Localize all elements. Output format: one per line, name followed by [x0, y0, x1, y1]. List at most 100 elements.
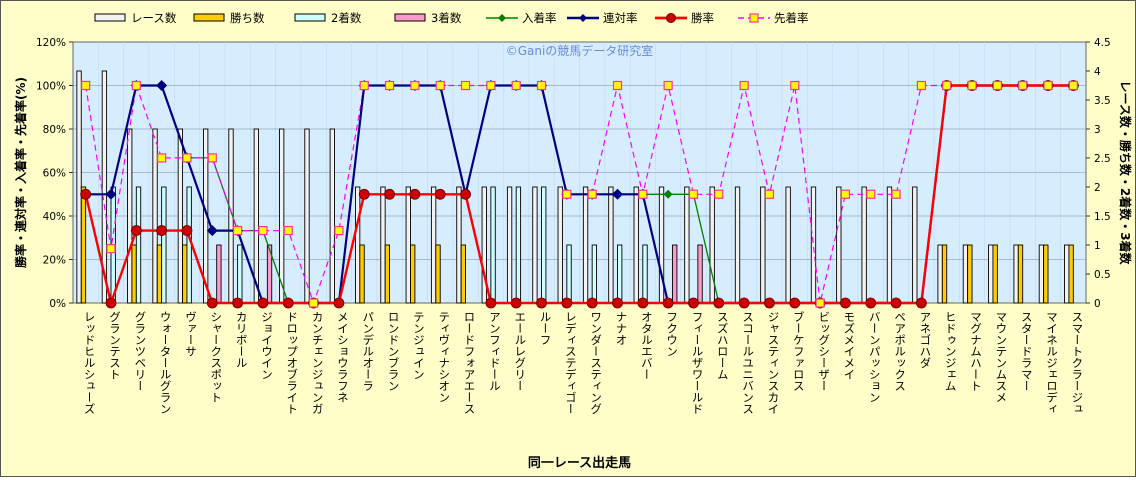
point-rentai_rate	[105, 188, 117, 200]
left-tick-label: 80%	[43, 124, 66, 136]
bar-races	[633, 186, 639, 304]
point-senchaku_rate	[992, 80, 1002, 91]
point-senchaku_rate	[714, 189, 724, 199]
bar-races	[1038, 244, 1045, 304]
bar-wins	[410, 244, 416, 304]
x-tick-label: アネゴハダ	[918, 311, 932, 369]
x-tick-label: メイショウラフネ	[336, 311, 350, 403]
x-tick-label: ドロップオブライト	[285, 311, 299, 415]
bar-races	[329, 128, 335, 304]
x-tick-label: ロードフォアエース	[463, 311, 477, 415]
point-win_rate	[333, 297, 345, 309]
point-win_rate	[586, 297, 598, 309]
x-tick-label: マイネルジェロディ	[1045, 311, 1059, 415]
bar-wins	[941, 244, 948, 304]
bar-second	[161, 186, 167, 304]
point-win_rate	[840, 297, 851, 309]
x-tick-label: グランツベリー	[133, 311, 147, 392]
bar-races	[506, 186, 513, 304]
point-senchaku_rate	[790, 80, 800, 91]
right-tick-label: 0.5	[1094, 269, 1111, 281]
point-rentai_rate	[206, 225, 218, 237]
legend-marker-win_rate	[666, 13, 676, 23]
bar-races	[861, 186, 867, 304]
bar-races	[608, 186, 614, 304]
right-tick-label: 4.5	[1094, 37, 1111, 49]
right-tick-label: 0	[1094, 298, 1101, 310]
bar-second	[490, 186, 496, 304]
x-tick-label: カンチェンジュンガ	[311, 311, 325, 415]
point-senchaku_rate	[384, 80, 395, 91]
point-senchaku_rate	[638, 189, 648, 199]
point-senchaku_rate	[81, 80, 91, 91]
bar-races	[962, 244, 969, 304]
bar-races	[76, 70, 82, 304]
bar-races	[988, 244, 994, 304]
right-tick-label: 1.5	[1094, 211, 1111, 223]
bar-third	[216, 244, 222, 304]
point-win_rate	[713, 297, 725, 309]
bar-second	[642, 244, 648, 304]
left-tick-label: 100%	[36, 81, 66, 93]
bar-races	[760, 186, 766, 304]
point-senchaku_rate	[157, 153, 167, 163]
point-win_rate	[688, 297, 699, 309]
point-win_rate	[80, 188, 92, 200]
point-win_rate	[434, 188, 446, 200]
right-tick-label: 1	[1094, 240, 1101, 252]
legend-label-second: 2着数	[331, 11, 362, 25]
x-tick-label: レッドヒルシューズ	[83, 311, 97, 415]
bar-races	[937, 244, 943, 304]
right-tick-label: 2.5	[1094, 153, 1111, 165]
bar-races	[582, 186, 589, 304]
point-win_rate	[789, 297, 801, 309]
point-senchaku_rate	[131, 80, 141, 91]
x-tick-label: スコールユニバンス	[741, 311, 755, 415]
right-tick-label: 4	[1094, 66, 1101, 78]
y-axis-left-title: 勝率・連対率・入着率・先着率(%)	[13, 77, 28, 268]
point-senchaku_rate	[359, 80, 369, 91]
point-senchaku_rate	[739, 80, 749, 91]
point-senchaku_rate	[764, 189, 775, 199]
point-senchaku_rate	[891, 189, 901, 199]
point-win_rate	[561, 297, 573, 309]
bar-races	[481, 186, 487, 304]
legend-label-rentai_rate: 連対率	[603, 11, 638, 25]
point-win_rate	[738, 297, 750, 309]
bar-wins	[1043, 244, 1049, 304]
bar-races	[709, 186, 715, 304]
point-senchaku_rate	[283, 225, 293, 236]
point-senchaku_rate	[562, 189, 572, 199]
left-tick-label: 60%	[43, 168, 66, 180]
bar-wins	[1068, 244, 1074, 304]
x-tick-label: ペアポルックス	[893, 311, 907, 392]
bar-second	[186, 186, 192, 304]
bar-second	[541, 186, 547, 304]
point-senchaku_rate	[916, 80, 926, 91]
bar-races	[177, 128, 184, 304]
bar-wins	[182, 244, 188, 304]
point-win_rate	[156, 225, 168, 236]
x-tick-label: スズハローム	[716, 311, 730, 380]
bar-second	[135, 186, 142, 304]
point-win_rate	[865, 297, 877, 309]
point-place_rate	[663, 189, 673, 199]
point-senchaku_rate	[967, 80, 977, 91]
bar-races	[734, 186, 741, 304]
point-win_rate	[206, 297, 218, 309]
point-senchaku_rate	[942, 80, 952, 91]
point-win_rate	[257, 297, 269, 309]
point-senchaku_rate	[435, 80, 445, 91]
point-senchaku_rate	[334, 225, 344, 236]
bar-races	[810, 186, 817, 304]
bar-races	[354, 186, 361, 304]
bar-second	[591, 244, 598, 304]
point-win_rate	[358, 188, 370, 200]
x-tick-label: ナナオ	[614, 311, 628, 346]
point-senchaku_rate	[536, 80, 547, 91]
bar-races	[405, 186, 411, 304]
point-senchaku_rate	[207, 153, 217, 163]
left-tick-label: 20%	[43, 255, 66, 267]
point-rentai_rate	[611, 188, 623, 200]
point-senchaku_rate	[1043, 80, 1053, 91]
